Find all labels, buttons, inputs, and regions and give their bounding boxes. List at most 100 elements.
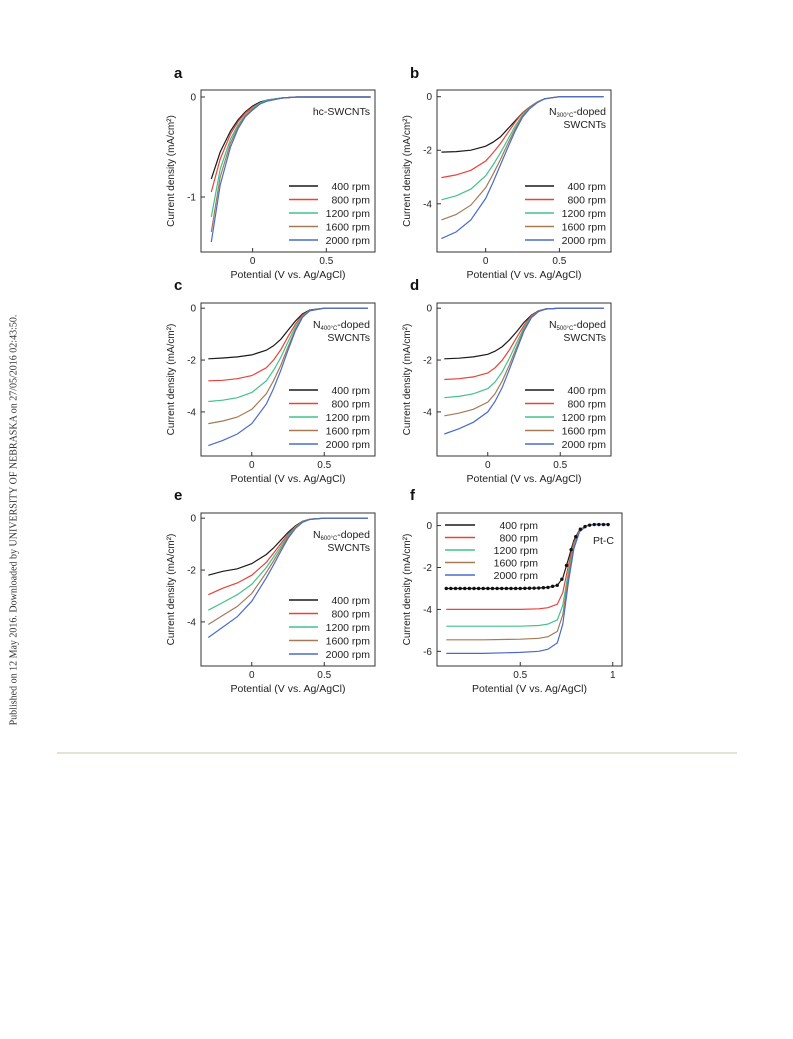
legend-label: 800 rpm: [331, 195, 370, 207]
series-marker-400-rpm: [495, 586, 499, 591]
x-tick-label: 0: [483, 256, 489, 267]
series-marker-400-rpm: [463, 586, 467, 591]
legend-label: 800 rpm: [499, 533, 538, 545]
panel-letter: d: [410, 277, 419, 294]
legend-label: 1600 rpm: [494, 558, 539, 570]
series-marker-400-rpm: [486, 586, 490, 591]
legend-label: 2000 rpm: [326, 439, 371, 451]
x-axis-label: Potential (V vs. Ag/AgCl): [467, 269, 582, 281]
legend-label: 800 rpm: [567, 195, 606, 207]
panel-annotation-line2: SWCNTs: [327, 542, 370, 554]
series-marker-400-rpm: [564, 563, 569, 568]
y-tick-label: 0: [426, 304, 432, 315]
y-axis-label: Current density (mA/cm²): [402, 115, 413, 227]
series-marker-400-rpm: [509, 586, 513, 591]
legend-label: 400 rpm: [567, 181, 606, 193]
y-tick-label: 0: [190, 304, 196, 315]
series-line-2000-rpm: [210, 96, 371, 243]
y-tick-label: -6: [423, 647, 432, 658]
legend-label: 800 rpm: [567, 399, 606, 411]
series-marker-400-rpm: [467, 586, 472, 591]
y-tick-label: -4: [423, 605, 432, 616]
series-marker-400-rpm: [490, 586, 495, 591]
x-axis-label: Potential (V vs. Ag/AgCl): [231, 269, 346, 281]
panel-annotation: N500°C-doped: [549, 319, 606, 332]
panel-f: f 0 -2 -4 -6 0.5 1 Potential (V vs. Ag/AgCl) Cur…: [402, 487, 623, 695]
series-marker-400-rpm: [569, 547, 573, 552]
series-marker-400-rpm: [504, 586, 509, 591]
series-marker-400-rpm: [523, 586, 527, 591]
legend-label: 2000 rpm: [562, 235, 607, 247]
y-tick-label: -1: [187, 193, 196, 204]
legend-label: 1600 rpm: [562, 426, 607, 438]
x-axis-label: Potential (V vs. Ag/AgCl): [467, 473, 582, 485]
panel-letter: a: [174, 65, 183, 82]
panel-letter: f: [410, 487, 416, 504]
legend-label: 2000 rpm: [562, 439, 607, 451]
legend-label: 1600 rpm: [326, 426, 371, 438]
series-marker-400-rpm: [513, 586, 518, 591]
panel-letter: c: [174, 277, 182, 294]
legend-label: 1600 rpm: [326, 222, 371, 234]
series-marker-400-rpm: [527, 586, 532, 590]
y-axis-label: Current density (mA/cm²): [166, 115, 177, 227]
y-tick-label: -4: [187, 617, 196, 628]
y-tick-label: 0: [426, 92, 432, 103]
y-tick-label: 0: [190, 514, 196, 525]
series-marker-400-rpm: [500, 586, 504, 591]
legend-label: 1200 rpm: [494, 545, 539, 557]
x-tick-label: 0.5: [317, 670, 331, 681]
x-tick-label: 0.5: [319, 256, 333, 267]
series-marker-400-rpm: [606, 522, 610, 527]
series-marker-400-rpm: [472, 586, 476, 591]
series-marker-400-rpm: [481, 586, 485, 591]
y-tick-label: 0: [426, 521, 432, 532]
panel-annotation: Pt-C: [593, 535, 614, 547]
panel-annotation-line2: SWCNTs: [563, 119, 606, 131]
x-tick-label: 0.5: [553, 460, 567, 471]
y-tick-label: -2: [423, 146, 432, 157]
legend-label: 1200 rpm: [562, 412, 607, 424]
legend-label: 1200 rpm: [326, 622, 371, 634]
y-tick-label: 0: [190, 93, 196, 104]
x-tick-label: 0.5: [513, 670, 527, 681]
y-tick-label: -2: [423, 356, 432, 367]
series-line-2000-rpm: [208, 307, 368, 447]
y-tick-label: -2: [423, 563, 432, 574]
legend-label: 2000 rpm: [326, 235, 371, 247]
y-tick-label: -2: [187, 356, 196, 367]
legend-label: 1600 rpm: [326, 636, 371, 648]
panel-annotation: N400°C-doped: [313, 319, 370, 332]
series-marker-400-rpm: [592, 522, 596, 527]
series-marker-400-rpm: [550, 584, 555, 589]
series-line-2000-rpm: [446, 523, 609, 655]
y-tick-label: -2: [187, 566, 196, 577]
x-tick-label: 0: [485, 460, 491, 471]
y-axis-label: Current density (mA/cm²): [166, 324, 177, 436]
legend-label: 1200 rpm: [562, 208, 607, 220]
x-tick-label: 1: [610, 670, 616, 681]
series-marker-400-rpm: [532, 586, 536, 590]
x-tick-label: 0.5: [552, 256, 566, 267]
plot-frame: [436, 512, 623, 667]
y-axis-label: Current density (mA/cm²): [166, 534, 177, 646]
plot-frame: [200, 512, 376, 667]
x-tick-label: 0.5: [317, 460, 331, 471]
panel-annotation-line2: SWCNTs: [563, 332, 606, 344]
series-marker-400-rpm: [444, 586, 448, 591]
series-line-2000-rpm: [207, 517, 368, 638]
plot-frame: [200, 302, 376, 457]
series-marker-400-rpm: [587, 523, 592, 527]
y-tick-label: -4: [187, 407, 196, 418]
x-axis-label: Potential (V vs. Ag/AgCl): [472, 683, 587, 695]
series-marker-400-rpm: [541, 586, 546, 590]
y-axis-label: Current density (mA/cm²): [402, 534, 413, 646]
x-axis-label: Potential (V vs. Ag/AgCl): [231, 473, 346, 485]
divider: [57, 752, 737, 754]
panel-annotation-line2: SWCNTs: [327, 332, 370, 344]
plot-frame: [436, 302, 612, 457]
